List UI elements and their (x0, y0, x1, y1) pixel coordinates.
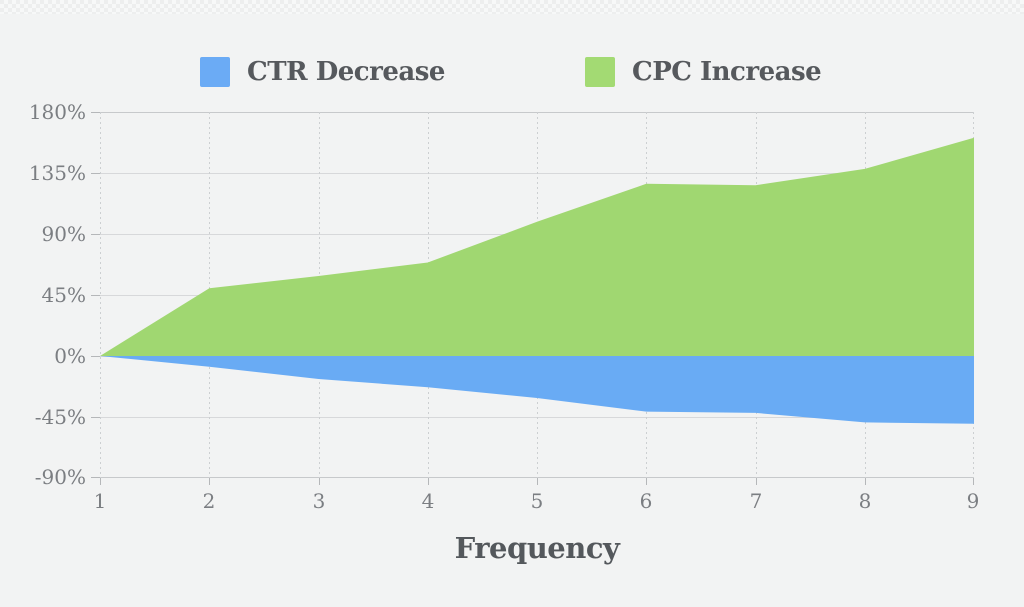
x-axis-tick (428, 478, 429, 485)
x-tick-label: 8 (858, 489, 872, 513)
x-tick-label: 7 (749, 489, 763, 513)
y-tick-label: 45% (41, 283, 86, 307)
x-tick-label: 2 (202, 489, 216, 513)
x-tick-label: 4 (421, 489, 435, 513)
y-axis-tick (91, 112, 100, 113)
y-tick-label: -45% (34, 405, 86, 429)
y-axis-tick (91, 234, 100, 235)
area-series-cpc-increase (100, 137, 974, 356)
x-axis-tick (973, 478, 974, 485)
legend-swatch-cpc-increase (585, 57, 615, 87)
top-texture-band (0, 0, 1024, 14)
legend-swatch-ctr-decrease (200, 57, 230, 87)
legend-item-ctr-decrease: CTR Decrease (200, 57, 445, 87)
x-tick-label: 5 (530, 489, 544, 513)
x-tick-label: 6 (639, 489, 653, 513)
y-tick-label: 135% (28, 161, 86, 185)
y-axis-tick (91, 356, 100, 357)
y-axis-tick (91, 477, 100, 478)
y-tick-label: 180% (28, 100, 86, 124)
x-tick-label: 3 (312, 489, 326, 513)
legend-label: CPC Increase (632, 57, 822, 87)
y-axis-tick (91, 417, 100, 418)
x-axis-tick (537, 478, 538, 485)
x-axis-tick (209, 478, 210, 485)
y-axis-tick (91, 173, 100, 174)
y-axis-tick (91, 295, 100, 296)
legend-label: CTR Decrease (247, 57, 445, 87)
x-axis-tick (100, 478, 101, 485)
y-tick-label: -90% (34, 465, 86, 489)
legend-item-cpc-increase: CPC Increase (585, 57, 822, 87)
plot-area (100, 112, 974, 478)
x-tick-label: 1 (93, 489, 107, 513)
chart-legend: CTR Decrease CPC Increase (0, 57, 1024, 87)
x-axis-tick (319, 478, 320, 485)
y-tick-label: 90% (41, 222, 86, 246)
x-tick-label: 9 (966, 489, 980, 513)
area-series-canvas (100, 137, 974, 424)
area-series-ctr-decrease (100, 356, 974, 424)
x-axis-tick (646, 478, 647, 485)
x-axis-tick (756, 478, 757, 485)
y-tick-label: 0% (54, 344, 86, 368)
x-gridline (100, 112, 101, 478)
x-axis-title: Frequency (454, 531, 620, 565)
x-axis-tick (865, 478, 866, 485)
